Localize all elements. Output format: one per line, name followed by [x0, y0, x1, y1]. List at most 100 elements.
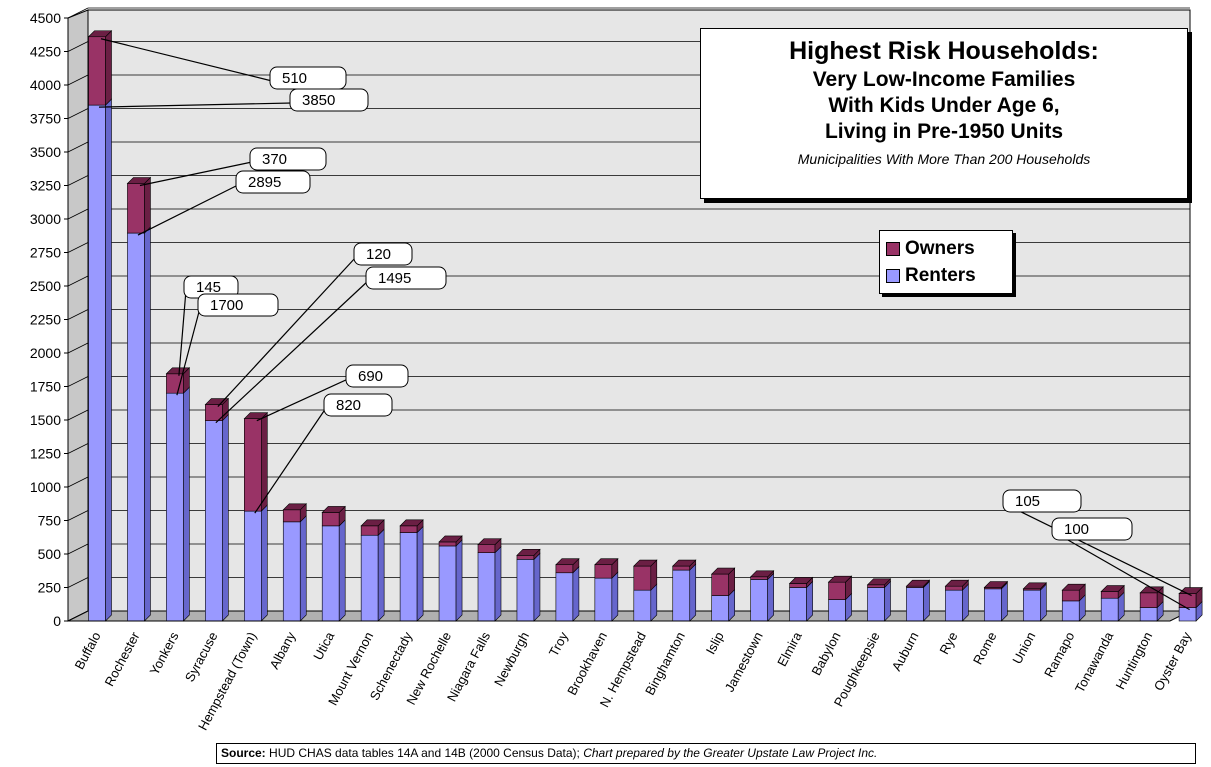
gridline-side	[67, 74, 89, 86]
callout-leader	[215, 280, 369, 424]
callout-label: 2895	[248, 174, 281, 191]
bar-renters-22	[945, 589, 963, 622]
bar-renters-10-side	[494, 545, 502, 622]
callout-label: 1495	[378, 270, 411, 287]
bar-top-19	[827, 575, 853, 583]
callout-box	[323, 393, 393, 417]
bar-renters-0-side	[105, 98, 112, 622]
y-axis: 0 250 500 750 1000 1250 1500 1750 2000 2250 2500 27…	[30, 10, 69, 629]
y-tick-label: 1500	[30, 412, 61, 428]
bar-renters-3	[205, 420, 223, 622]
bar-renters-15	[672, 569, 691, 622]
callout-leader	[139, 161, 253, 187]
y-tick-label: 3250	[30, 178, 61, 194]
gridline-side	[67, 208, 89, 220]
source-credit: Chart prepared by the Greater Upstate La…	[583, 746, 878, 760]
bar-renters-17	[750, 579, 768, 622]
bar-top-3	[204, 398, 230, 405]
bar-renters-1-side	[144, 226, 151, 622]
bar-owners-8	[399, 525, 418, 533]
bar-renters-10	[477, 552, 496, 622]
callout-leader	[100, 38, 273, 82]
y-tick-label: 4000	[30, 77, 61, 93]
y-tick-label: 2250	[30, 312, 61, 328]
bar-top-14	[633, 559, 658, 567]
gridline-side	[67, 376, 89, 387]
bar-renters-1	[127, 232, 145, 622]
gridline-side	[67, 342, 89, 354]
bar-renters-18-side	[806, 580, 813, 622]
y-tick-label: 1250	[30, 446, 61, 462]
x-tick-label: Rome	[970, 629, 1000, 667]
x-tick-label: Jamestown	[722, 629, 766, 694]
gridline-side	[67, 577, 89, 588]
bar-owners-16	[711, 573, 730, 596]
bar-renters-11	[516, 559, 535, 622]
bar-top-7	[360, 519, 385, 527]
y-tick-label: 2000	[30, 345, 61, 361]
bar-renters-25	[1061, 600, 1080, 622]
y-tick-label: 3750	[30, 111, 61, 127]
bar-owners-13	[594, 564, 613, 579]
x-tick-label: Brookhaven	[564, 629, 610, 697]
callout-leader	[217, 256, 357, 407]
x-tick-label: Binghamton	[642, 629, 688, 697]
bar-renters-6	[321, 525, 340, 622]
bar-owners-25	[1061, 589, 1080, 602]
callout-label: 1700	[210, 297, 243, 314]
callout-box	[353, 242, 413, 266]
chart-title: Highest Risk Households:	[789, 37, 1099, 65]
bar-owners-1-side	[144, 176, 151, 234]
legend-item-owners: Owners	[886, 235, 1006, 262]
bar-owners-12	[555, 564, 574, 574]
bar-top-0	[87, 30, 113, 38]
bar-top-25	[1061, 583, 1086, 591]
source-note: Source: HUD CHAS data tables 14A and 14B…	[216, 743, 1196, 764]
bar-top-24	[1022, 582, 1048, 590]
bar-top-1	[126, 177, 152, 184]
y-tick-label: 4500	[30, 10, 61, 26]
callout-leader	[1004, 503, 1192, 597]
legend-label-renters: Renters	[905, 265, 976, 286]
bar-owners-20	[867, 584, 885, 588]
bar-renters-14	[633, 589, 652, 622]
bar-top-15	[672, 559, 697, 567]
gridline-side	[67, 7, 89, 19]
source-label: Source:	[221, 746, 266, 760]
callout-label: 510	[282, 70, 307, 87]
bar-owners-26	[1100, 591, 1119, 599]
bar-owners-22	[945, 585, 963, 591]
bar-owners-0	[88, 36, 106, 106]
callout-box	[197, 293, 279, 317]
bar-top-5	[282, 503, 307, 511]
bar-top-21	[905, 579, 931, 587]
bar-top-4	[243, 412, 269, 419]
bar-owners-11	[516, 555, 535, 560]
bar-renters-21	[906, 587, 924, 622]
x-tick-label: Newburgh	[491, 629, 532, 688]
bar-top-16	[710, 567, 736, 575]
x-tick-label: Rye	[936, 629, 960, 656]
callout-label: 820	[336, 397, 361, 414]
x-tick-label: Islip	[703, 629, 727, 656]
x-tick-label: Babylon	[808, 629, 843, 678]
bar-renters-23	[984, 588, 1002, 622]
bar-renters-11-side	[533, 552, 541, 622]
bar-renters-7	[360, 534, 379, 622]
bar-renters-3-side	[222, 413, 229, 622]
bar-renters-24	[1022, 589, 1041, 622]
callout-leader	[137, 184, 239, 236]
gridline-side	[67, 175, 89, 186]
bar-renters-26	[1100, 597, 1119, 622]
x-tick-label: Syracuse	[182, 629, 221, 684]
x-tick-label: Albany	[266, 629, 298, 672]
callout-box	[1051, 517, 1133, 541]
bar-renters-9	[438, 545, 457, 622]
x-tick-label: Oyster Bay	[1151, 629, 1195, 693]
bar-top-8	[399, 519, 424, 527]
callout-box	[1002, 489, 1082, 513]
bar-top-10	[477, 538, 502, 545]
bar-renters-13	[594, 577, 613, 622]
bar-renters-18	[789, 587, 807, 622]
